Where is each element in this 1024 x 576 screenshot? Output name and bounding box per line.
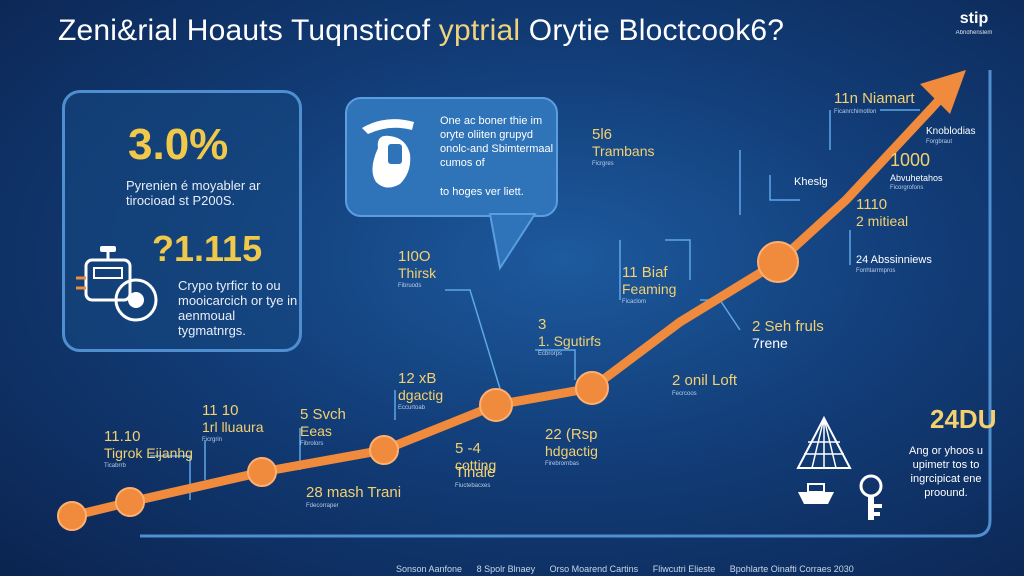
annotation-label: 28 mash Trani Fdecorraper — [306, 484, 402, 509]
series-line — [67, 105, 935, 521]
series-point — [115, 487, 145, 517]
boat-icon — [798, 483, 834, 504]
annotation-label: Tinale Fiuctebacxes — [455, 464, 496, 489]
footer-item: Fliwcutri Elieste — [652, 564, 716, 574]
footer-item: Bpohlarte Oinafti Corraes 2030 — [729, 564, 854, 574]
right-stat-value: 24DU — [930, 404, 997, 434]
annotation-label: 5 -4 cotting — [455, 440, 497, 473]
stat-primary-description: Pyrenien é moyabler ar tirocioad st P200… — [126, 178, 261, 208]
right-stat-description: Ang or yhoos u upimetr tos to ingrcipica… — [909, 445, 983, 499]
footer-item: Orso Moarend Cartins — [549, 564, 639, 574]
crypto-machine-icon — [76, 246, 158, 322]
stats-panel — [62, 90, 302, 352]
annotation-label: 1110 2 mitieal — [856, 196, 909, 229]
series-points-group — [57, 241, 799, 531]
logo-mark: stip — [959, 10, 989, 27]
annotation-label: 11n Niamart Ficanrchimotlon — [834, 90, 915, 115]
annotation-label: 2 Seh fruls 7rene — [752, 318, 824, 351]
brand-logo: stip Abndhenslem — [944, 10, 1004, 36]
footer-item: Sonson Aanfone — [396, 564, 463, 574]
stat-secondary-value: ?1.115 — [152, 228, 263, 269]
page-title: Zeni&rial Hoauts Tuqnsticof yptrial Oryt… — [58, 14, 785, 47]
footer-bar: Sonson Aanfone 8 Spolr Blnaey Orso Moare… — [396, 564, 1016, 574]
footer-item: 8 Spolr Blnaey — [476, 564, 536, 574]
stat-primary-value: 3.0% — [128, 120, 229, 169]
hand-icon — [362, 119, 414, 188]
annotation-label: 22 (Rsp hdgactig Firebrornbas — [545, 426, 598, 467]
chart-frame — [140, 70, 992, 538]
speech-bubble-tail — [488, 213, 537, 271]
key-icon — [859, 474, 883, 520]
series-arrow-head — [920, 70, 966, 114]
annotation-label: 1I0O Thirsk Fibruods — [398, 248, 437, 289]
leader-line — [535, 349, 576, 380]
series-line-group — [67, 70, 966, 521]
annotation-label: 11.10 Tigrok Eijanhg Ticabrrb — [104, 428, 193, 469]
series-point — [57, 501, 87, 531]
annotation-label: 24 Abssinniews Fonhtarrmpros — [856, 254, 932, 274]
speech-bubble-text: One ac boner thie im oryte oliiten grupy… — [440, 115, 554, 169]
annotation-label: 12 xB dgactig Eccurtoab — [398, 370, 444, 411]
annotation-label: Knoblodias Forgbraut — [926, 126, 976, 145]
annotation-label: 11 Biaf Feaming Ficaclom — [622, 264, 677, 305]
series-point — [757, 241, 799, 283]
leader-line — [665, 239, 691, 280]
annotation-label: Kheslg — [794, 176, 828, 188]
annotation-label: 5l6 Trambans Ficrgres — [592, 126, 655, 167]
speech-bubble-last-line: to hoges ver liett. — [440, 186, 524, 198]
annotation-label: 11 10 1rl lluaura Ficrgrin — [202, 402, 264, 443]
series-point — [247, 457, 277, 487]
series-point — [479, 388, 513, 422]
leader-line — [445, 289, 506, 406]
annotation-label: 3 1. Sgutirfs Ecbrorps — [538, 316, 602, 357]
logo-subtitle: Abndhenslem — [955, 30, 993, 36]
tent-icon — [796, 415, 852, 469]
annotation-label: 2 onil Loft Fecrcoos — [672, 372, 738, 397]
series-point — [369, 435, 399, 465]
annotation-label: 5 Svch Eeas Fibrolors — [300, 406, 346, 447]
leader-line — [769, 175, 800, 201]
stat-secondary-description: Crypo tyrficr to ou mooicarcich or tye i… — [178, 278, 298, 338]
series-point — [575, 371, 609, 405]
annotation-label: 1000 Abvuhetahos Ficorgrofons — [890, 150, 943, 191]
